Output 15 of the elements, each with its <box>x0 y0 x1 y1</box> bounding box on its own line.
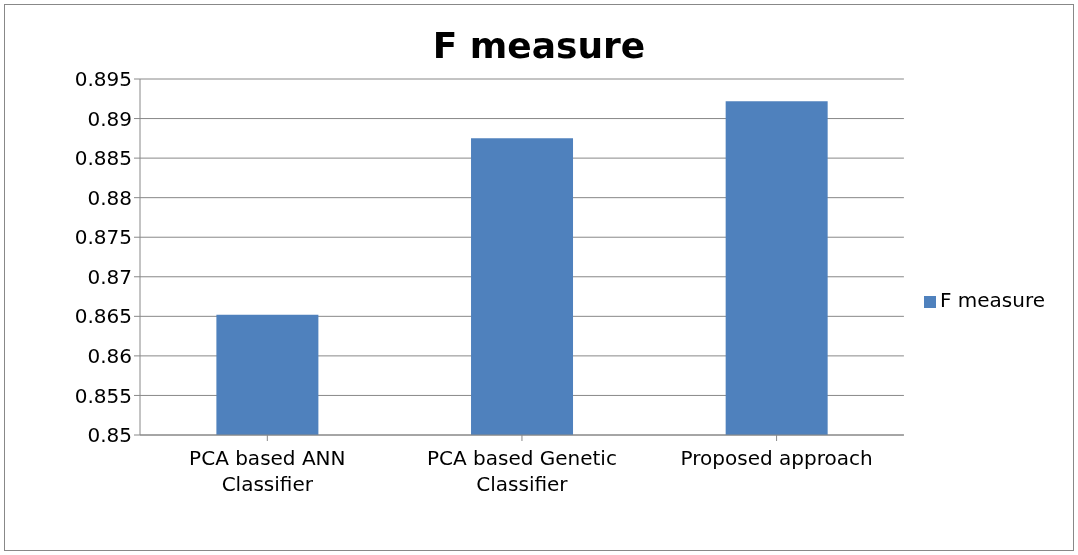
y-tick-label: 0.88 <box>87 185 132 210</box>
y-tick-label: 0.865 <box>74 304 132 329</box>
chart-title: F measure <box>431 24 647 66</box>
y-tick-label: 0.89 <box>87 106 132 131</box>
y-tick-label: 0.885 <box>74 146 132 171</box>
x-tick-label: PCA based ANN Classifier <box>189 446 346 496</box>
x-tick-label: PCA based Genetic Classifier <box>426 446 617 496</box>
y-tick-label: 0.86 <box>87 343 132 368</box>
legend-label: F measure <box>939 288 1045 312</box>
x-tick-label: Proposed approach <box>680 446 873 470</box>
y-tick-label: 0.855 <box>74 383 132 408</box>
y-tick-label: 0.875 <box>74 225 132 250</box>
y-tick-label: 0.85 <box>87 423 132 448</box>
y-tick-label: 0.895 <box>74 67 132 92</box>
y-tick-label: 0.87 <box>87 264 132 289</box>
